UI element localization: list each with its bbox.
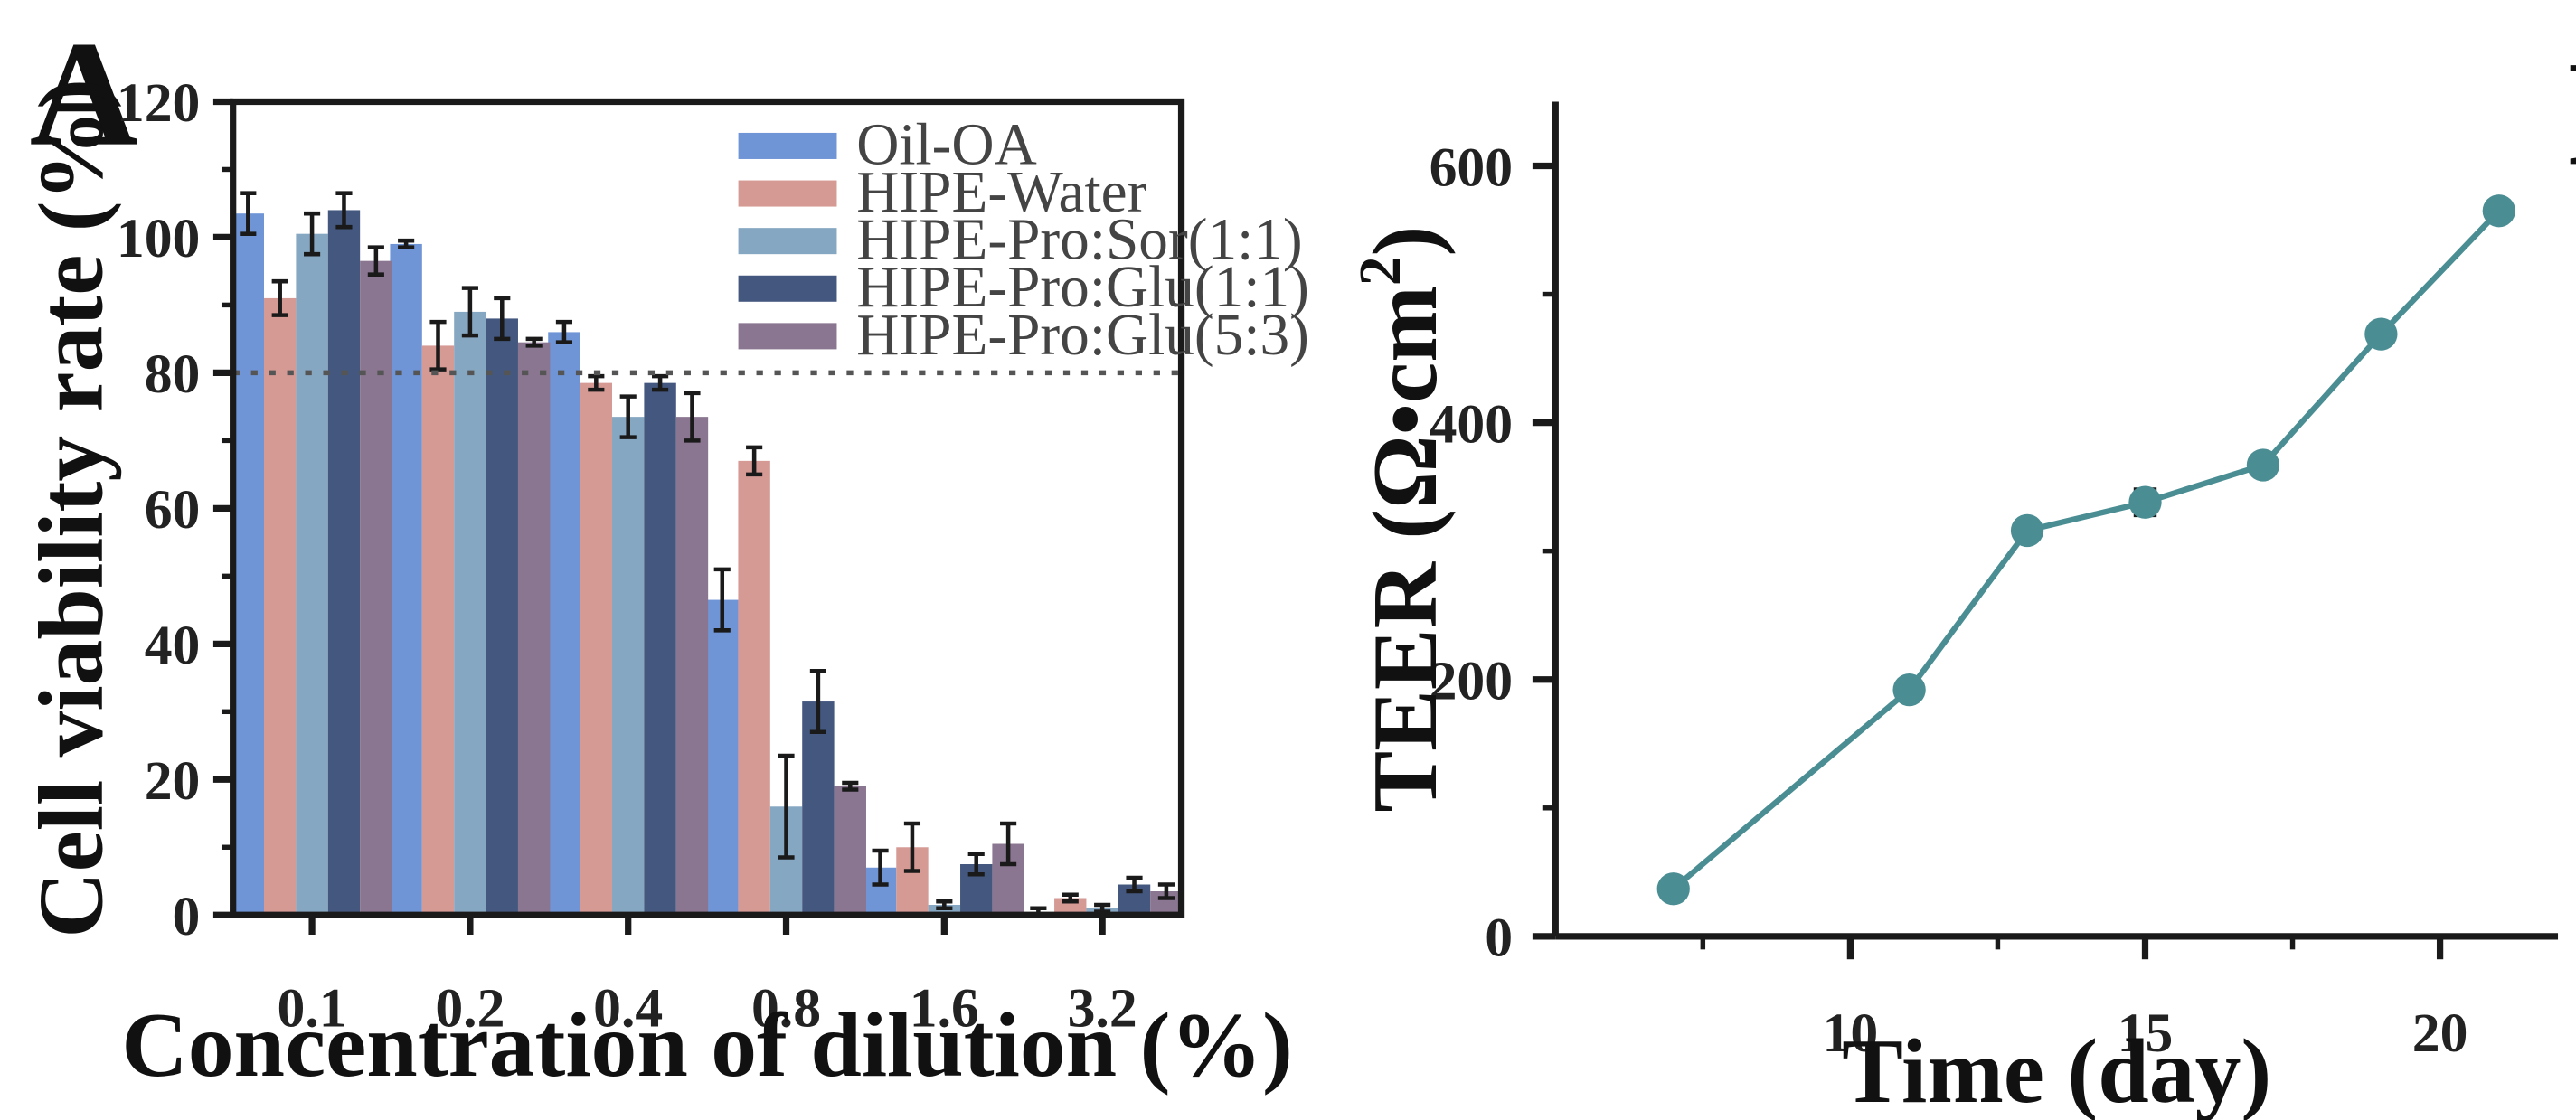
y-tick-label: 0 bbox=[1485, 908, 1513, 969]
error-bar-group bbox=[240, 191, 1175, 918]
x-tick-label: 10 bbox=[1823, 1002, 1879, 1064]
panel-b-label: B bbox=[2568, 30, 2576, 197]
data-point-day-13 bbox=[2010, 513, 2044, 548]
x-axis-ticks-a: 0.1 0.2 0.4 0.8 1.6 3.2 bbox=[278, 915, 1137, 1040]
y-tick-label: 600 bbox=[1430, 136, 1514, 198]
panel-a-label: A bbox=[30, 11, 139, 178]
legend-entry: HIPE-Pro:Glu(5:3) bbox=[856, 303, 1309, 368]
x-tick-label: 15 bbox=[2118, 1002, 2174, 1064]
bar-hipe-water-0.8 bbox=[738, 460, 770, 916]
bar-hipe-pro-glu-1-1--0.4 bbox=[644, 382, 676, 916]
axes-b bbox=[1552, 101, 2559, 940]
bar-oil-oa-0.2 bbox=[390, 243, 422, 916]
bar-hipe-pro-glu-5-3--0.2 bbox=[517, 342, 551, 916]
y-tick-label: 60 bbox=[145, 479, 201, 541]
data-point-day-21 bbox=[2482, 194, 2515, 228]
x-tick-label: 0.1 bbox=[278, 978, 347, 1040]
legend-entry: HIPE-Pro:Glu(1:1) bbox=[856, 255, 1309, 320]
legend-entry: HIPE-Pro:Sor(1:1) bbox=[856, 208, 1302, 273]
bar-oil-oa-0.1 bbox=[231, 213, 265, 916]
x-axis-label-b: Time (day) bbox=[1842, 1020, 2271, 1120]
legend: Oil-OAHIPE-WaterHIPE-Pro:Sor(1:1)HIPE-Pr… bbox=[738, 112, 1309, 368]
line-chart-panel-b: 0 200 400 600 10 15 20 Time (day) TEER (Ω•cm2… bbox=[1348, 101, 2559, 1120]
legend-swatch bbox=[738, 323, 837, 350]
legend-entry: HIPE-Water bbox=[856, 160, 1146, 225]
bar-hipe-pro-sor-1-1--0.2 bbox=[454, 311, 486, 916]
data-point-day-11 bbox=[1892, 673, 1926, 707]
teer-data-points bbox=[1656, 194, 2515, 906]
y-axis-label-a: Cell viability rate (%) bbox=[19, 79, 121, 938]
teer-series-line bbox=[1671, 209, 2502, 891]
bar-hipe-pro-glu-5-3--0.1 bbox=[360, 260, 392, 916]
bar-hipe-pro-glu-1-1--0.8 bbox=[802, 701, 835, 916]
x-tick-label: 20 bbox=[2412, 1002, 2468, 1064]
x-axis-label-a: Concentration of dilution (%) bbox=[121, 993, 1293, 1096]
x-tick-label: 0.8 bbox=[751, 978, 821, 1040]
bar-chart-panel-a: 0 20 40 60 80 100 120 0.1 0.2 0.4 0.8 1.6 3.2 Oil-O… bbox=[19, 72, 1308, 1096]
x-tick-label: 0.4 bbox=[593, 978, 663, 1040]
x-tick-label: 3.2 bbox=[1068, 978, 1137, 1040]
bar-hipe-pro-glu-1-1--0.2 bbox=[486, 318, 518, 916]
y-axis-label-b-main: TEER (Ω•cm bbox=[1354, 286, 1456, 812]
y-axis-label-b: TEER (Ω•cm2) bbox=[1348, 226, 1456, 813]
data-point-day-17 bbox=[2246, 448, 2280, 482]
data-point-day-7 bbox=[1656, 872, 1690, 906]
x-tick-label: 1.6 bbox=[910, 978, 979, 1040]
bar-hipe-water-0.2 bbox=[421, 345, 455, 916]
y-tick-label: 0 bbox=[173, 886, 201, 947]
y-tick-label: 120 bbox=[117, 72, 201, 134]
y-tick-label: 100 bbox=[117, 208, 201, 269]
legend-swatch bbox=[738, 132, 837, 159]
y-tick-label: 80 bbox=[145, 344, 201, 405]
y-tick-label: 20 bbox=[145, 750, 201, 812]
bar-hipe-pro-glu-5-3--0.4 bbox=[675, 417, 709, 916]
bar-hipe-pro-glu-5-3--0.8 bbox=[834, 786, 866, 916]
y-axis-label-b-superscript: 2 bbox=[1348, 257, 1413, 287]
bar-oil-oa-0.4 bbox=[548, 332, 580, 916]
bar-hipe-pro-glu-1-1--0.1 bbox=[327, 210, 361, 916]
y-tick-label: 200 bbox=[1430, 650, 1514, 711]
bar-hipe-pro-sor-1-1--0.1 bbox=[296, 233, 328, 916]
x-tick-label: 0.2 bbox=[435, 978, 505, 1040]
legend-swatch bbox=[738, 180, 837, 207]
x-axis-ticks-b: 10 15 20 bbox=[1700, 936, 2468, 1064]
y-axis-label-b-close: ) bbox=[1354, 226, 1456, 257]
legend-swatch bbox=[738, 275, 837, 302]
y-tick-label: 400 bbox=[1430, 393, 1514, 455]
bar-series-group bbox=[231, 210, 1183, 916]
y-tick-label: 40 bbox=[145, 615, 201, 676]
y-axis-ticks-b: 0 200 400 600 bbox=[1430, 136, 1556, 969]
bar-hipe-pro-sor-1-1--0.4 bbox=[612, 417, 645, 916]
data-point-day-15 bbox=[2128, 485, 2162, 519]
data-point-day-19 bbox=[2364, 317, 2398, 351]
bar-oil-oa-0.8 bbox=[706, 599, 739, 916]
legend-swatch bbox=[738, 228, 837, 255]
legend-entry: Oil-OA bbox=[856, 112, 1037, 177]
y-axis-ticks-a: 0 20 40 60 80 100 120 bbox=[117, 72, 233, 947]
bar-hipe-water-0.4 bbox=[580, 382, 613, 916]
bar-hipe-water-0.1 bbox=[264, 297, 297, 916]
